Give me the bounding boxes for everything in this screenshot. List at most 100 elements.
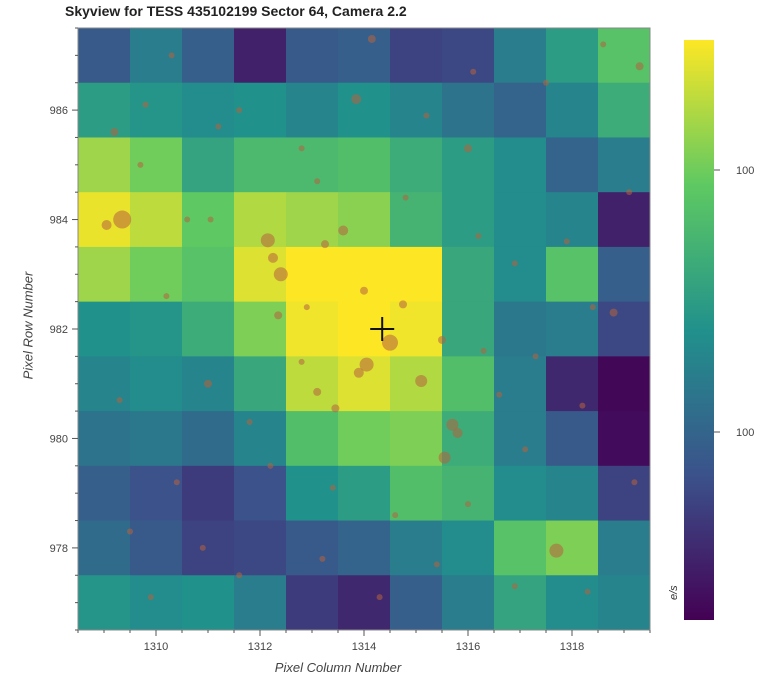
star-marker xyxy=(298,145,305,152)
heatmap-cell xyxy=(130,246,183,303)
heatmap-cell xyxy=(598,575,651,631)
star-marker xyxy=(584,588,591,595)
heatmap-cell xyxy=(390,575,443,631)
star-marker xyxy=(338,225,349,236)
heatmap-cell xyxy=(78,411,131,467)
heatmap-cell xyxy=(338,82,391,138)
heatmap-cell xyxy=(286,137,339,193)
heatmap-cell xyxy=(130,575,183,631)
star-marker xyxy=(236,572,243,579)
heatmap-cell xyxy=(494,137,547,193)
heatmap-cell xyxy=(442,246,495,303)
star-marker xyxy=(382,334,398,351)
heatmap-cell xyxy=(390,192,443,248)
star-marker xyxy=(392,512,399,519)
heatmap-cell xyxy=(286,465,339,522)
x-tick-label: 1318 xyxy=(560,641,584,653)
heatmap-cell xyxy=(286,575,339,631)
star-marker xyxy=(321,240,329,249)
star-marker xyxy=(353,367,364,378)
heatmap-cell xyxy=(494,192,547,248)
heatmap-cell xyxy=(234,356,287,412)
star-marker xyxy=(173,479,180,486)
heatmap-cell xyxy=(130,356,183,412)
colorbar-tick-label: 100 xyxy=(736,165,754,177)
star-marker xyxy=(127,528,133,535)
star-marker xyxy=(635,62,644,71)
x-tick-label: 1312 xyxy=(248,641,272,653)
y-axis-ticks: 978 980 982 984 986 xyxy=(50,27,78,631)
heatmap-cell xyxy=(130,411,183,467)
heatmap-cell xyxy=(78,82,131,138)
colorbar-ticks: 100 100 xyxy=(714,165,754,439)
star-marker xyxy=(207,216,214,223)
x-axis-ticks: 1310 1312 1314 1316 1318 xyxy=(77,630,651,653)
chart-title: Skyview for TESS 435102199 Sector 64, Ca… xyxy=(65,3,407,19)
heatmap-cell xyxy=(494,411,547,467)
heatmap-cell xyxy=(546,82,599,138)
target-crosshair xyxy=(370,317,395,341)
star-marker xyxy=(475,232,482,239)
heatmap-cell xyxy=(442,465,495,522)
star-marker xyxy=(260,233,275,248)
star-marker xyxy=(184,216,191,223)
star-marker xyxy=(423,112,430,119)
heatmap-cell xyxy=(78,356,131,412)
heatmap-cell xyxy=(130,82,183,138)
heatmap-cell xyxy=(338,137,391,193)
heatmap-cell xyxy=(78,137,131,193)
heatmap-cell xyxy=(286,192,339,248)
star-marker xyxy=(609,308,618,317)
colorbar-tick-label: 100 xyxy=(736,427,754,439)
y-tick-label: 980 xyxy=(50,433,68,445)
heatmap-cell xyxy=(442,28,495,84)
heatmap-cell xyxy=(598,246,651,303)
star-marker xyxy=(522,446,529,453)
heatmap-cell xyxy=(234,520,287,576)
heatmap-cell xyxy=(598,192,651,248)
heatmap-cell xyxy=(494,28,547,84)
star-marker xyxy=(532,353,539,360)
star-marker xyxy=(360,286,368,295)
star-marker xyxy=(452,427,463,438)
heatmap-cell xyxy=(442,575,495,631)
y-tick-label: 982 xyxy=(50,324,68,336)
heatmap-cell xyxy=(494,82,547,138)
heatmap-cell xyxy=(234,411,287,467)
star-marker xyxy=(496,391,503,398)
heatmap-cell xyxy=(338,575,391,631)
heatmap-cell xyxy=(234,28,287,84)
heatmap-cell xyxy=(234,465,287,522)
star-marker xyxy=(415,374,428,387)
star-marker xyxy=(142,101,149,108)
heatmap-cell xyxy=(338,192,391,248)
heatmap-cell xyxy=(494,520,547,576)
heatmap-cell xyxy=(390,82,443,138)
star-marker xyxy=(116,397,123,404)
star-marker xyxy=(589,304,596,311)
star-marker xyxy=(303,304,310,311)
star-marker xyxy=(113,210,132,229)
star-marker xyxy=(470,68,477,75)
heatmap-cell xyxy=(390,301,443,357)
heatmap-cell xyxy=(598,137,651,193)
heatmap-cell xyxy=(234,301,287,357)
heatmap-cell xyxy=(390,465,443,522)
star-marker xyxy=(147,594,154,601)
heatmap-cell xyxy=(494,575,547,631)
heatmap-cell xyxy=(338,28,391,84)
star-marker xyxy=(433,561,440,568)
heatmap-cell xyxy=(78,465,131,522)
heatmap-cell xyxy=(442,356,495,412)
heatmap-cell xyxy=(390,137,443,193)
heatmap-cell xyxy=(182,411,235,467)
heatmap-cell xyxy=(130,465,183,522)
heatmap-cell xyxy=(130,520,183,576)
heatmap-cell xyxy=(494,356,547,412)
star-marker xyxy=(314,178,321,185)
heatmap-cell xyxy=(442,82,495,138)
heatmap-cell xyxy=(130,28,183,84)
heatmap-cell xyxy=(546,411,599,467)
star-marker xyxy=(464,144,472,153)
